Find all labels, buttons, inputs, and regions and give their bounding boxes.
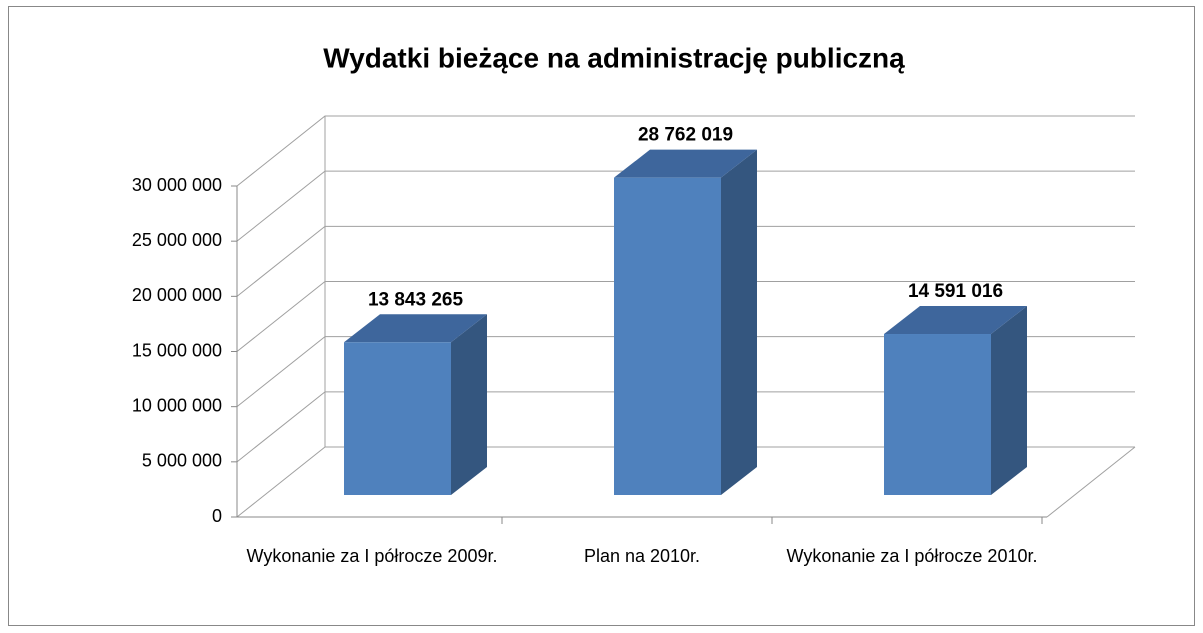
y-tick-label: 5 000 000 — [142, 451, 222, 471]
floor-edge — [1046, 446, 1136, 518]
bar — [884, 334, 991, 495]
bar-side — [991, 306, 1027, 495]
grid-line — [236, 336, 1135, 408]
y-tick-label: 30 000 000 — [132, 175, 222, 195]
y-tick-label: 0 — [212, 506, 222, 526]
bar-side — [451, 314, 487, 495]
y-tick-label: 25 000 000 — [132, 230, 222, 250]
value-label: 14 591 016 — [908, 281, 1003, 302]
x-tick-label: Plan na 2010r. — [583, 546, 701, 566]
value-label: 13 843 265 — [368, 289, 464, 310]
bar-top — [614, 149, 757, 178]
grid-line — [236, 446, 1135, 518]
y-tick-label: 20 000 000 — [132, 285, 222, 305]
bar — [614, 177, 721, 495]
bar — [344, 342, 451, 495]
bar-top — [344, 314, 487, 343]
grid-line — [236, 225, 1135, 297]
y-tick-label: 10 000 000 — [132, 395, 222, 415]
chart-title: Wydatki bieżące na administrację publicz… — [323, 42, 905, 73]
grid-line — [236, 281, 1135, 352]
bar-top — [884, 306, 1027, 335]
bar-side — [721, 149, 757, 495]
value-label: 28 762 019 — [638, 125, 733, 146]
grid-line — [236, 170, 1135, 242]
grid-line — [236, 115, 1135, 187]
grid-line — [236, 391, 1135, 463]
x-tick-label: Wykonanie za I półrocze 2009r. — [246, 546, 498, 566]
x-tick-label: Wykonanie za I półrocze 2010r. — [786, 546, 1038, 566]
y-tick-label: 15 000 000 — [132, 340, 222, 360]
